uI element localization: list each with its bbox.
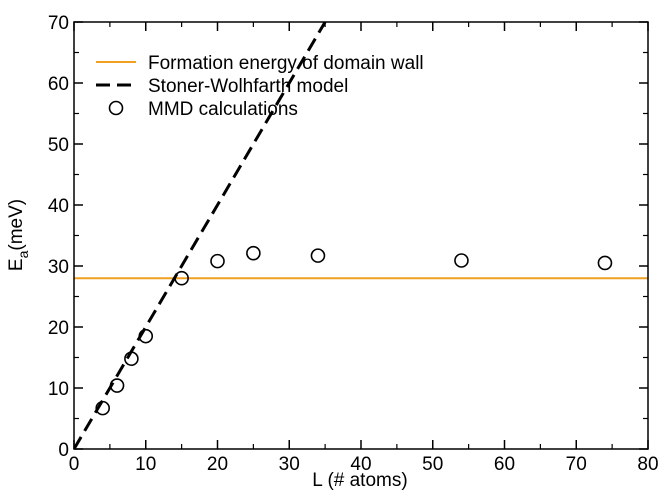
series-line [74,22,327,449]
legend-label: Formation energy of domain wall [148,53,424,74]
y-tick-label: 50 [48,135,69,156]
y-tick-label: 10 [48,379,69,400]
y-tick-label: 60 [48,74,69,95]
x-tick-label: 0 [69,454,80,475]
data-point [597,255,613,271]
y-tick-label: 0 [58,440,69,461]
y-tick-label: 20 [48,318,69,339]
y-tick-label: 40 [48,196,69,217]
legend-label: Stoner-Wolhfarth model [148,76,348,97]
x-tick-label: 40 [350,454,371,475]
y-axis-label: Ea(meV) [6,199,31,271]
plot-frame [73,21,649,450]
data-point [138,328,154,344]
legend-swatch [108,100,124,116]
x-tick-label: 50 [422,454,443,475]
data-point [310,248,326,263]
data-point [95,400,110,416]
x-tick-label: 30 [279,454,300,475]
y-label-unit: (meV) [6,199,27,251]
x-axis-label: L (# atoms) [312,470,407,491]
x-tick-label: 70 [566,454,587,475]
data-point [109,378,125,393]
y-label-base: E [6,258,27,271]
data-point [174,270,189,286]
y-label-subscript: a [15,250,31,258]
y-tick-label: 30 [48,257,69,278]
data-point [246,245,261,261]
x-tick-label: 80 [637,454,658,475]
x-tick-label: 60 [494,454,515,475]
y-tick-label: 70 [48,13,69,34]
data-point [210,253,225,269]
data-point [124,351,139,367]
x-tick-label: 10 [135,454,156,475]
legend-label: MMD calculations [148,99,298,120]
x-tick-label: 20 [207,454,228,475]
data-point [454,253,469,268]
